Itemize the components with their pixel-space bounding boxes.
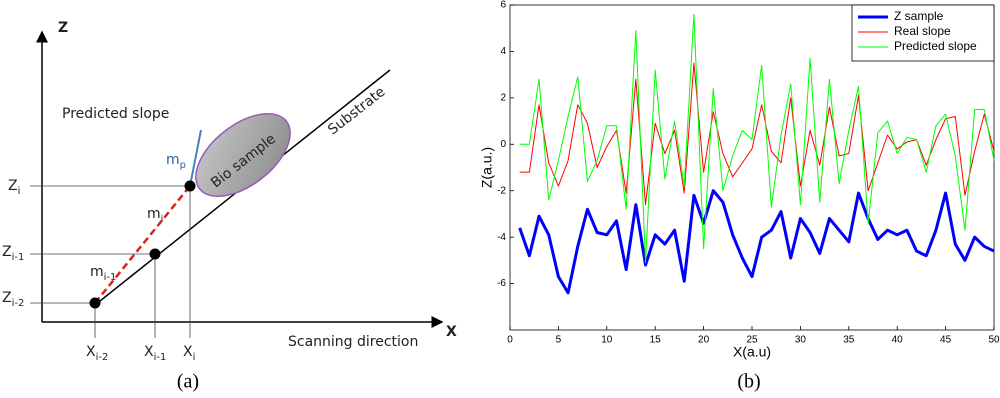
label: Xi-2 bbox=[86, 344, 108, 363]
legend-label: Real slope bbox=[894, 24, 951, 38]
label-sub: i bbox=[161, 214, 164, 225]
y-tick-label: 4 bbox=[500, 46, 506, 57]
label-main: X bbox=[183, 344, 193, 360]
caption: (a) bbox=[177, 371, 199, 393]
x-tick-label: 5 bbox=[556, 335, 562, 346]
x-tick-label: 45 bbox=[940, 335, 952, 346]
label-main: X bbox=[86, 344, 96, 360]
label: mp bbox=[166, 152, 186, 171]
label-sub: i-1 bbox=[104, 272, 117, 283]
label: Zi bbox=[8, 178, 20, 197]
label: Zi-2 bbox=[2, 290, 24, 309]
axis-label: X bbox=[446, 324, 457, 340]
legend bbox=[851, 4, 995, 62]
y-axis-label: Z(a.u.) bbox=[479, 147, 495, 188]
label: mi bbox=[147, 206, 163, 225]
x-tick-label: 25 bbox=[746, 335, 758, 346]
legend-label: Predicted slope bbox=[894, 39, 977, 53]
x-axis-label: X(a.u) bbox=[733, 344, 771, 360]
y-tick-label: 6 bbox=[500, 0, 506, 11]
axis-label: Z bbox=[58, 20, 68, 36]
y-tick-label: 0 bbox=[500, 139, 506, 150]
series-line bbox=[519, 62, 995, 206]
label-sub: p bbox=[180, 160, 186, 171]
label: mi-1 bbox=[90, 264, 116, 283]
series-line bbox=[519, 13, 995, 264]
label-sub: i-1 bbox=[12, 252, 25, 263]
series-line bbox=[518, 189, 995, 295]
x-tick-label: 15 bbox=[650, 335, 662, 346]
x-tick-label: 10 bbox=[601, 335, 613, 346]
label-main: Z bbox=[8, 178, 18, 194]
legend-label: Z sample bbox=[894, 9, 944, 23]
y-tick-label: -2 bbox=[497, 185, 506, 196]
x-tick-label: 35 bbox=[843, 335, 855, 346]
y-tick-label: -4 bbox=[497, 232, 506, 243]
label-sub: i-1 bbox=[154, 352, 167, 363]
label: Xi bbox=[183, 344, 195, 363]
annotation: Scanning direction bbox=[288, 334, 418, 350]
slope-line bbox=[94, 185, 191, 304]
label-main: Z bbox=[2, 244, 12, 260]
x-tick-label: 50 bbox=[988, 335, 1000, 346]
label: Xi-1 bbox=[144, 344, 166, 363]
label-main: Z bbox=[2, 290, 12, 306]
point bbox=[89, 297, 101, 309]
label-sub: i-2 bbox=[96, 352, 109, 363]
label-sub: i bbox=[193, 352, 196, 363]
point bbox=[149, 248, 161, 260]
y-tick-label: -6 bbox=[497, 278, 506, 289]
label-main: m bbox=[90, 264, 104, 280]
point bbox=[184, 180, 196, 192]
x-tick-label: 20 bbox=[698, 335, 710, 346]
x-tick-label: 30 bbox=[795, 335, 807, 346]
predicted-slope-line bbox=[189, 129, 202, 187]
label-sub: i-2 bbox=[12, 298, 25, 309]
y-tick-label: 2 bbox=[500, 92, 506, 103]
x-tick-label: 40 bbox=[892, 335, 904, 346]
bio-sample bbox=[195, 112, 291, 198]
caption: (b) bbox=[737, 371, 760, 393]
label-main: X bbox=[144, 344, 154, 360]
annotation: Substrate bbox=[325, 84, 388, 138]
label-main: m bbox=[147, 206, 161, 222]
label-main: m bbox=[166, 152, 180, 168]
label-sub: i bbox=[18, 186, 21, 197]
label: Zi-1 bbox=[2, 244, 24, 263]
annotation: Predicted slope bbox=[62, 106, 169, 122]
x-tick-label: 0 bbox=[507, 335, 513, 346]
